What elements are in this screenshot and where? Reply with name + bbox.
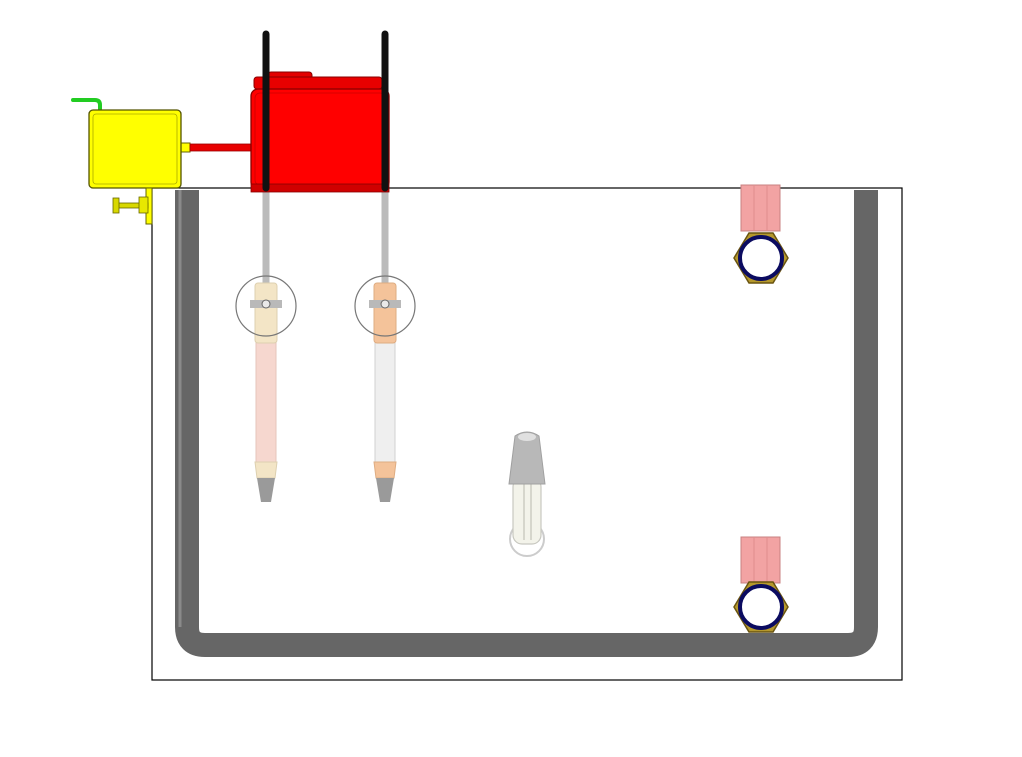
- circulation-pump-icon: [250, 71, 390, 193]
- connector-tube: [180, 142, 253, 153]
- right-probe-clamp-ring: [354, 275, 416, 337]
- left-immersion-probe-icon: [235, 275, 297, 502]
- right-immersion-probe-icon: [354, 275, 416, 502]
- left-probe-clamp-ring: [235, 275, 297, 337]
- tank-outline: [151, 187, 903, 681]
- upper-port-fitting-icon: [733, 184, 789, 284]
- immersion-heater-icon: [508, 431, 546, 557]
- mounting-clamp-icon: [112, 187, 153, 225]
- inner-circulation-pipe: [175, 190, 878, 657]
- lower-port-fitting-icon: [733, 536, 789, 633]
- controller-box-icon: [71, 98, 182, 189]
